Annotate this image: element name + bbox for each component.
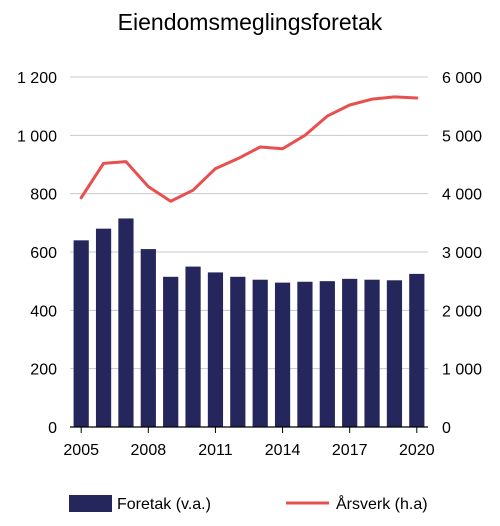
right-axis-ticks: 0 1 000 2 000 3 000 4 000 5 000 6 000 [442, 70, 482, 437]
bar-2011 [207, 272, 224, 427]
right-tick-label: 2 000 [442, 303, 482, 320]
line-series [79, 95, 419, 203]
bar-2006 [95, 228, 112, 427]
x-tick-label: 2011 [198, 442, 233, 459]
x-tick-label: 2020 [399, 442, 435, 459]
left-tick-label: 1 200 [17, 70, 57, 87]
chart-title: Eiendomsmeglingsforetak [118, 9, 383, 35]
bar-2012 [230, 276, 246, 427]
bar-2007 [118, 218, 134, 427]
x-tick-label: 2014 [265, 442, 301, 459]
right-tick-label: 6 000 [442, 70, 482, 87]
x-tick-label: 2008 [131, 442, 167, 459]
right-tick-label: 4 000 [442, 187, 482, 204]
bar-2010 [185, 266, 201, 427]
legend-label-bar: Foretak (v.a.) [117, 496, 211, 513]
bar-2019 [386, 280, 403, 427]
left-tick-label: 800 [30, 187, 57, 204]
bar-2009 [163, 276, 179, 427]
bar-2020 [409, 273, 425, 427]
right-tick-label: 0 [442, 420, 451, 437]
legend-label-line: Årsverk (h.a) [336, 494, 428, 513]
bar-2016 [319, 281, 335, 427]
left-tick-label: 600 [30, 245, 57, 262]
bar-2014 [274, 282, 291, 427]
bar-2015 [297, 281, 313, 427]
left-tick-label: 200 [30, 362, 57, 379]
bar-2005 [73, 240, 89, 427]
x-tick-label: 2017 [332, 442, 368, 459]
right-tick-label: 5 000 [442, 128, 482, 145]
right-tick-label: 1 000 [442, 362, 482, 379]
bar-2008 [140, 249, 156, 427]
legend-swatch-bar [69, 495, 112, 512]
right-tick-label: 3 000 [442, 245, 482, 262]
bar-2017 [342, 278, 358, 427]
left-tick-label: 400 [30, 303, 57, 320]
left-tick-label: 1 000 [17, 128, 57, 145]
x-axis-ticks: 2005 2008 2011 2014 2017 2020 [63, 427, 435, 459]
left-axis-ticks: 0 200 400 600 800 1 000 1 200 [17, 70, 57, 437]
line-arsverk [79, 95, 419, 203]
x-tick-label: 2005 [63, 442, 99, 459]
bar-series [73, 218, 425, 427]
bar-2018 [364, 279, 380, 427]
bar-2013 [252, 279, 268, 427]
left-tick-label: 0 [48, 420, 57, 437]
legend: Foretak (v.a.) Årsverk (h.a) [69, 494, 428, 513]
